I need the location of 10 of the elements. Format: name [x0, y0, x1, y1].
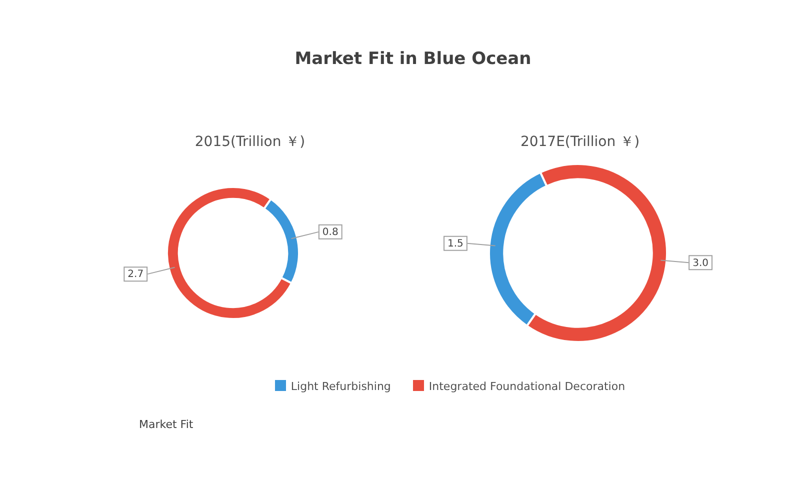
legend-label: Integrated Foundational Decoration — [428, 380, 626, 393]
text: Market Fit — [139, 418, 194, 431]
data-label: 3.0 — [692, 258, 708, 269]
chart-subtitle: 2017E(Trillion ￥) — [519, 133, 641, 151]
data-label: 0.8 — [322, 227, 338, 238]
data-label: 2.7 — [128, 269, 144, 280]
chart-subtitle: 2015(Trillion ￥) — [194, 133, 306, 151]
legend-label: Light Refurbishing — [290, 380, 391, 393]
data-label: 1.5 — [448, 238, 464, 250]
text: Market Fit in Blue Ocean — [294, 49, 532, 69]
